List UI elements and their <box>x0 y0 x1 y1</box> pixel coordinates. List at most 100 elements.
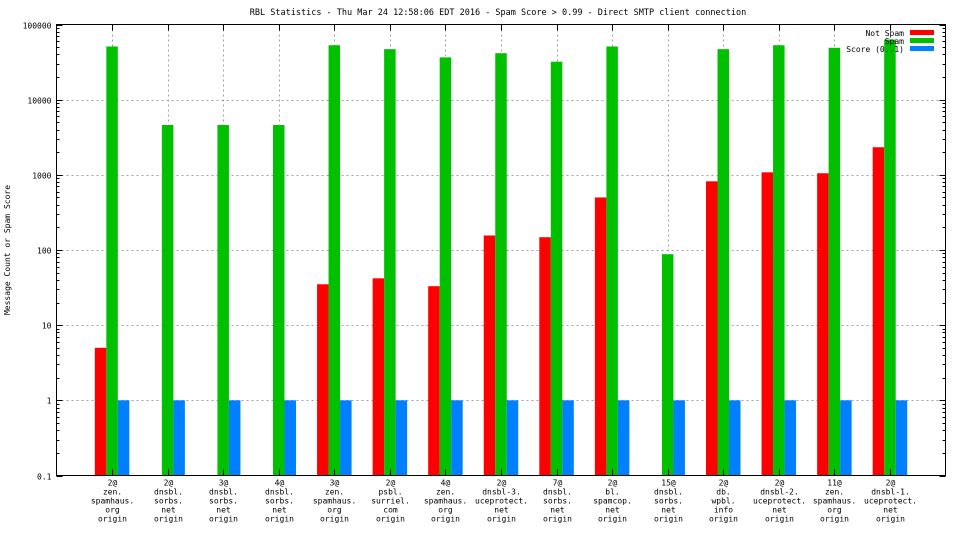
score-bar <box>840 400 852 476</box>
x-tick-label: 4@ zen. spamhaus. org origin <box>424 479 467 524</box>
score-bar <box>173 400 185 476</box>
score-bar <box>117 400 130 476</box>
spam-bar <box>606 46 618 476</box>
score-bar <box>784 400 797 476</box>
spam-bar <box>328 45 341 476</box>
x-tick-label-line: sorbs. <box>209 497 238 506</box>
x-tick-label-line: dnsbl. <box>265 488 294 497</box>
not-spam-bar <box>872 147 885 476</box>
x-tick-label: 2@ dnsbl-3. uceprotect. net origin <box>475 479 528 524</box>
x-tick-label-line: spamcop. <box>593 497 632 506</box>
x-tick-label-line: origin <box>543 515 572 524</box>
spam-bar <box>273 125 285 476</box>
score-bar <box>673 400 685 476</box>
x-tick-label-line: net <box>772 506 787 515</box>
x-tick-label-line: origin <box>709 515 738 524</box>
score-bar <box>729 400 741 476</box>
x-tick-label-line: spamhaus. <box>313 497 356 506</box>
x-tick-label-line: com <box>383 506 398 515</box>
legend-label: Score (0..1) <box>846 45 904 54</box>
x-tick-label-line: db. <box>716 488 730 497</box>
x-tick-label-line: 4@ <box>441 479 451 488</box>
x-tick-label-line: net <box>494 506 509 515</box>
score-bar <box>617 400 630 476</box>
x-tick-label-line: zen. <box>825 488 844 497</box>
x-tick-label-line: net <box>272 506 287 515</box>
x-tick-label-line: origin <box>154 515 183 524</box>
score-bar <box>562 400 574 476</box>
x-tick-label-line: surriel. <box>371 497 410 506</box>
x-tick-label-line: wpbl. <box>711 497 735 506</box>
not-spam-bar <box>761 172 774 476</box>
x-tick-label-line: 2@ <box>719 479 729 488</box>
x-tick-label-line: origin <box>765 515 794 524</box>
x-tick-label: 11@ zen. spamhaus. org origin <box>813 479 856 524</box>
x-tick-label-line: sorbs. <box>154 497 183 506</box>
spam-bar <box>384 49 396 476</box>
x-tick-label: 2@ zen. spamhaus. org origin <box>91 479 134 524</box>
x-tick-label-line: 3@ <box>219 479 229 488</box>
x-tick-label-line: dnsbl-3. <box>482 488 521 497</box>
x-tick-label-line: origin <box>431 515 460 524</box>
legend-swatch <box>910 38 934 43</box>
x-tick-label-line: 2@ <box>886 479 896 488</box>
y-tick-label: 0.1 <box>37 473 52 482</box>
spam-bar <box>717 49 729 476</box>
x-tick-label-line: dnsbl. <box>543 488 572 497</box>
x-tick-label-line: 2@ <box>108 479 118 488</box>
y-tick-label: 100000 <box>23 22 52 31</box>
x-tick-label-line: psbl. <box>378 488 402 497</box>
x-tick-label-line: origin <box>654 515 683 524</box>
x-tick-label: 7@ dnsbl. sorbs. net origin <box>543 479 572 524</box>
x-tick-label-line: sorbs. <box>265 497 294 506</box>
x-tick-label-line: origin <box>209 515 238 524</box>
x-tick-label-line: dnsbl. <box>154 488 183 497</box>
x-tick-label: 2@ dnsbl-1. uceprotect. net origin <box>864 479 917 524</box>
spam-bar <box>550 61 563 476</box>
score-bar <box>451 400 463 476</box>
x-tick-label-line: sorbs. <box>543 497 572 506</box>
x-tick-label-line: origin <box>876 515 905 524</box>
x-tick-label-line: 3@ <box>330 479 340 488</box>
x-tick-label-line: origin <box>487 515 516 524</box>
not-spam-bar <box>372 278 385 476</box>
spam-bar <box>773 45 785 476</box>
spam-bar <box>106 46 118 476</box>
x-tick-label-line: origin <box>598 515 627 524</box>
y-tick-label: 10000 <box>27 97 51 106</box>
x-tick-label-line: dnsbl-2. <box>760 488 799 497</box>
not-spam-bar <box>428 286 440 476</box>
x-tick-label-line: spamhaus. <box>424 497 467 506</box>
y-tick-label: 1000 <box>32 172 51 181</box>
x-tick-label: 15@ dnsbl. sorbs. net origin <box>654 479 683 524</box>
legend-swatch <box>910 30 934 35</box>
spam-bar <box>828 47 841 476</box>
y-tick-labels: 0.1 1 10 100 1000 10000 100000 <box>23 22 52 482</box>
x-tick-label-line: 4@ <box>275 479 285 488</box>
x-tick-label-line: zen. <box>325 488 344 497</box>
x-tick-label-line: origin <box>98 515 127 524</box>
x-tick-label-line: org <box>438 506 453 515</box>
spam-bar <box>495 53 507 476</box>
y-tick-label: 10 <box>42 322 52 331</box>
spam-bar <box>439 57 452 476</box>
not-spam-bar <box>817 173 829 476</box>
x-tick-label-line: zen. <box>436 488 455 497</box>
x-tick-label-line: net <box>605 506 620 515</box>
x-tick-label-line: 2@ <box>386 479 396 488</box>
x-tick-label-line: dnsbl-1. <box>871 488 910 497</box>
x-tick-label-line: spamhaus. <box>813 497 856 506</box>
x-tick-label-line: net <box>216 506 231 515</box>
axis-ticks <box>56 24 946 477</box>
spam-bar <box>161 125 174 476</box>
x-tick-label-line: 2@ <box>775 479 785 488</box>
y-tick-label: 1 <box>47 397 52 406</box>
x-tick-label-line: uceprotect. <box>864 497 917 506</box>
x-tick-label-line: 11@ <box>827 479 842 488</box>
x-tick-label-line: 2@ <box>497 479 507 488</box>
x-tick-label: 4@ dnsbl. sorbs. net origin <box>265 479 294 524</box>
x-tick-label-line: org <box>327 506 342 515</box>
x-tick-label-line: org <box>827 506 842 515</box>
